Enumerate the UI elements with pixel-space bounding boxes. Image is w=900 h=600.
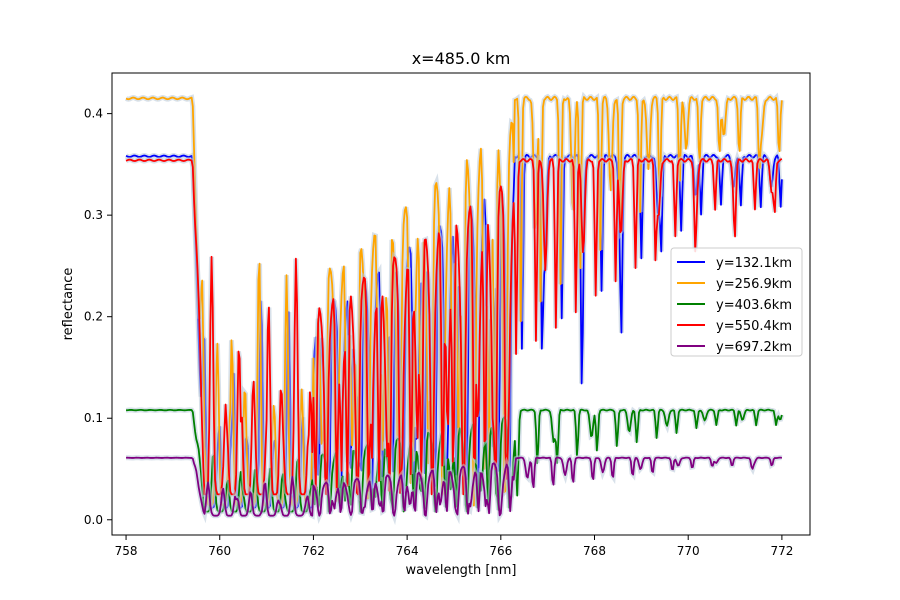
plot-frame <box>111 72 811 536</box>
x-tick-label: 762 <box>302 544 325 558</box>
y-tick-label: 0.2 <box>84 310 103 324</box>
x-tick-label: 772 <box>770 544 793 558</box>
chart-title: x=485.0 km <box>412 49 511 68</box>
x-tick-label: 760 <box>208 544 231 558</box>
series-layer <box>125 91 785 526</box>
y-tick-label: 0.1 <box>84 411 103 425</box>
legend-label: y=132.1km <box>716 256 792 271</box>
y-tick-label: 0.4 <box>84 107 103 121</box>
y-tick-label: 0.3 <box>84 208 103 222</box>
legend-label: y=403.6km <box>716 298 792 313</box>
plot-area <box>125 91 785 526</box>
series-line-5 <box>126 456 783 517</box>
x-axis-label: wavelength [nm] <box>406 563 517 578</box>
legend-label: y=697.2km <box>716 340 792 355</box>
x-axis: 758 760 762 764 766 768 770 772 <box>115 535 793 558</box>
x-tick-label: 770 <box>677 544 700 558</box>
x-tick-label: 766 <box>489 544 512 558</box>
series-line-4 <box>125 157 783 496</box>
legend-box <box>670 247 803 357</box>
legend-label: y=256.9km <box>716 277 792 292</box>
x-tick-label: 758 <box>115 544 138 558</box>
y-axis: 0.0 0.1 0.2 0.3 0.4 <box>84 107 112 527</box>
legend: y=132.1km y=256.9km y=403.6km y=550.4km y=69… <box>670 247 803 357</box>
y-tick-label: 0.0 <box>84 513 103 527</box>
y-axis-label: reflectance <box>61 268 76 341</box>
x-tick-label: 768 <box>583 544 606 558</box>
x-tick-label: 764 <box>396 544 419 558</box>
legend-label: y=550.4km <box>716 319 792 334</box>
